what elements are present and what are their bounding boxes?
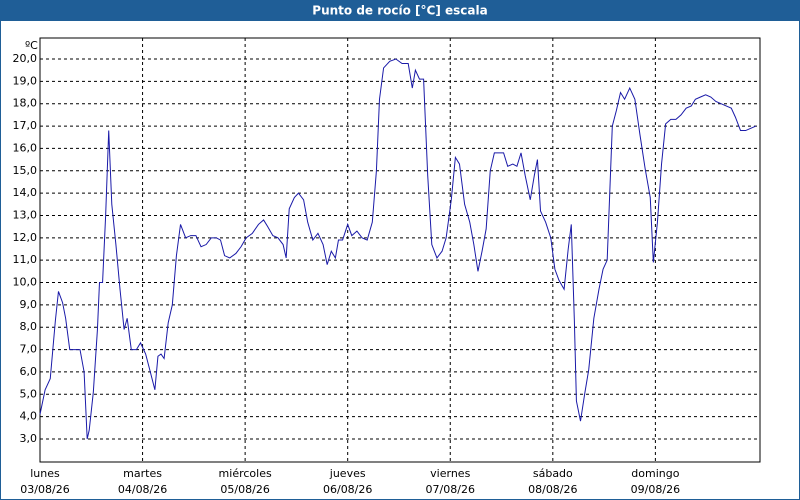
x-tick-label: domingo: [631, 467, 679, 480]
x-tick-label: 06/08/26: [323, 483, 372, 496]
y-tick-label: 20,0: [13, 52, 38, 65]
y-tick-label: 6,0: [20, 365, 38, 378]
y-tick-label: 12,0: [13, 231, 38, 244]
title-bar: [0, 0, 800, 21]
y-tick-label: 16,0: [13, 141, 38, 154]
x-tick-label: 05/08/26: [220, 483, 269, 496]
plot-area: [39, 37, 761, 463]
y-tick-label: 7,0: [20, 343, 38, 356]
y-tick-label: 17,0: [13, 119, 38, 132]
line: [39, 58, 757, 440]
y-tick-label: 11,0: [13, 253, 38, 266]
y-tick-label: 3,0: [20, 432, 38, 445]
y-unit: ºC: [25, 39, 38, 52]
y-tick-label: 9,0: [20, 298, 38, 311]
x-tick-label: 08/08/26: [528, 483, 577, 496]
y-tick-label: 13,0: [13, 208, 38, 221]
x-tick-label: 07/08/26: [426, 483, 475, 496]
y-tick-label: 19,0: [13, 74, 38, 87]
y-tick-label: 14,0: [13, 186, 38, 199]
x-tick-label: viernes: [430, 467, 470, 480]
x-tick-label: miércoles: [219, 467, 272, 480]
x-tick-label: 04/08/26: [118, 483, 167, 496]
y-tick-label: 10,0: [13, 276, 38, 289]
y-tick-label: 18,0: [13, 97, 38, 110]
x-tick-label: martes: [123, 467, 162, 480]
y-tick-label: 8,0: [20, 320, 38, 333]
y-tick-label: 5,0: [20, 387, 38, 400]
x-tick-label: 03/08/26: [20, 483, 69, 496]
y-tick-label: 4,0: [20, 410, 38, 423]
x-tick-label: 09/08/26: [631, 483, 680, 496]
x-tick-label: sábado: [533, 467, 573, 480]
chart-title: Punto de rocío [°C] escala: [312, 4, 487, 18]
x-tick-label: jueves: [329, 467, 366, 480]
y-tick-label: 15,0: [13, 164, 38, 177]
x-tick-label: lunes: [30, 467, 60, 480]
